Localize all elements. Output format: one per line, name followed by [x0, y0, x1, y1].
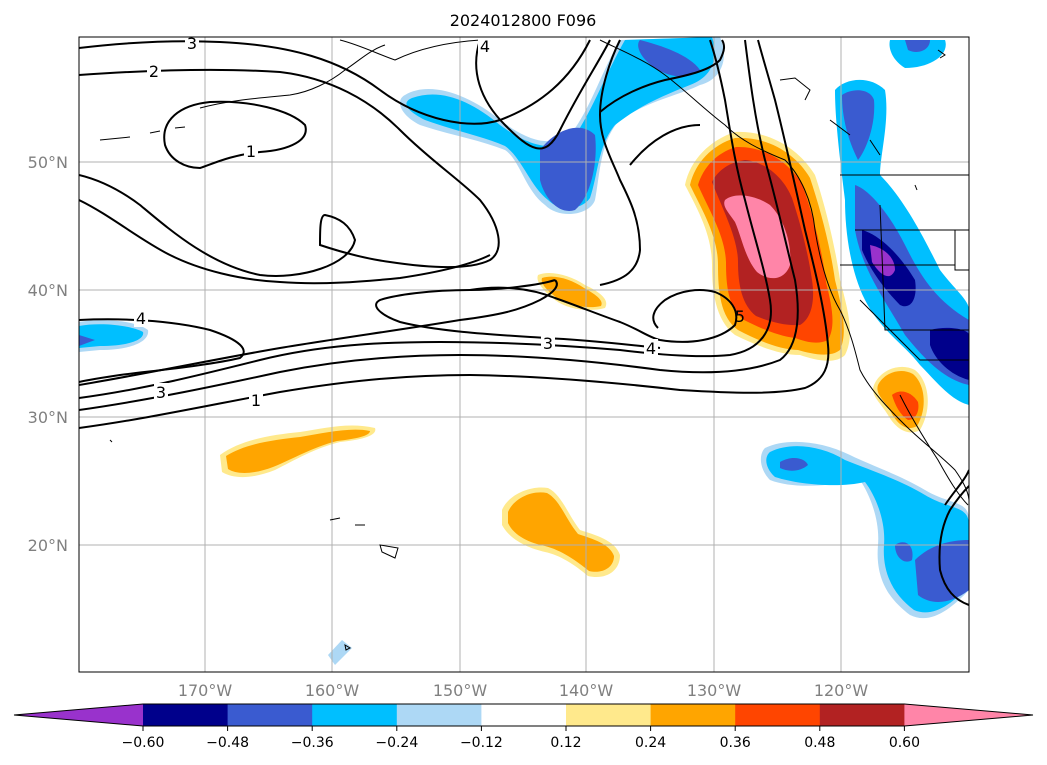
- colorbar-extend-min: [14, 704, 143, 726]
- colorbar-bin: [650, 704, 736, 726]
- lon-label-170w: 170°W: [178, 681, 233, 700]
- contour-2-upper: [79, 68, 500, 277]
- contour-label: 1: [246, 142, 256, 161]
- contour-4-north: [475, 39, 611, 150]
- precip-fill-negative: [79, 37, 969, 665]
- colorbar-bin: [312, 704, 398, 726]
- lat-label-40n: 40°N: [28, 281, 68, 300]
- contour-label: 4: [136, 309, 146, 328]
- colorbar-bin: [819, 704, 905, 726]
- contour-label: 1: [251, 391, 261, 410]
- map-frame: [78, 36, 970, 673]
- colorbar: −0.60 −0.48 −0.36 −0.24 −0.12 0.12 0.24 0.36 0.4…: [13, 703, 1034, 751]
- colorbar-tick-label: 0.60: [889, 735, 920, 751]
- contour-label: 5: [735, 307, 745, 326]
- colorbar-bin: [227, 704, 313, 726]
- colorbar-bin: [735, 704, 821, 726]
- colorbar-bin: [396, 704, 482, 726]
- colorbar-tick-label: −0.60: [122, 735, 165, 751]
- contour-lines: [79, 39, 969, 606]
- figure-title: 2024012800 F096: [450, 11, 597, 30]
- contour-label: 4: [480, 37, 490, 56]
- colorbar-tick-label: −0.24: [375, 735, 418, 751]
- longitude-labels: 170°W 160°W 150°W 140°W 130°W 120°W: [178, 681, 869, 700]
- contour-label: 2: [149, 62, 159, 81]
- colorbar-bin: [143, 704, 229, 726]
- colorbar-extend-max: [904, 704, 1033, 726]
- lon-label-120w: 120°W: [814, 681, 869, 700]
- colorbar-bin: [481, 704, 567, 726]
- contour-label: 4: [646, 339, 656, 358]
- lat-label-20n: 20°N: [28, 536, 68, 555]
- colorbar-tick-label: 0.48: [804, 735, 835, 751]
- colorbar-tick-label: −0.36: [291, 735, 334, 751]
- contour-label: 3: [156, 383, 166, 402]
- colorbar-tick-label: −0.48: [206, 735, 249, 751]
- coastlines: [99, 39, 969, 651]
- colorbar-tick-label: 0.36: [720, 735, 751, 751]
- contour-label: 3: [187, 34, 197, 53]
- colorbar-bin: [566, 704, 652, 726]
- map-panel: 3 2 1 4 4 3 1 3 4 5: [79, 34, 969, 672]
- lat-label-50n: 50°N: [28, 153, 68, 172]
- colorbar-tick-label: 0.24: [635, 735, 666, 751]
- contour-label: 3: [543, 334, 553, 353]
- colorbar-tick-label: −0.12: [460, 735, 503, 751]
- lon-label-160w: 160°W: [305, 681, 360, 700]
- lat-label-30n: 30°N: [28, 408, 68, 427]
- contour-labels: 3 2 1 4 4 3 1 3 4 5: [134, 34, 745, 410]
- lon-label-140w: 140°W: [559, 681, 614, 700]
- lon-label-150w: 150°W: [433, 681, 488, 700]
- latitude-labels: 50°N 40°N 30°N 20°N: [28, 153, 68, 555]
- contour-1-upper: [163, 100, 307, 170]
- colorbar-tick-label: 0.12: [550, 735, 581, 751]
- lon-label-130w: 130°W: [687, 681, 742, 700]
- contour-3-upper: [79, 39, 591, 125]
